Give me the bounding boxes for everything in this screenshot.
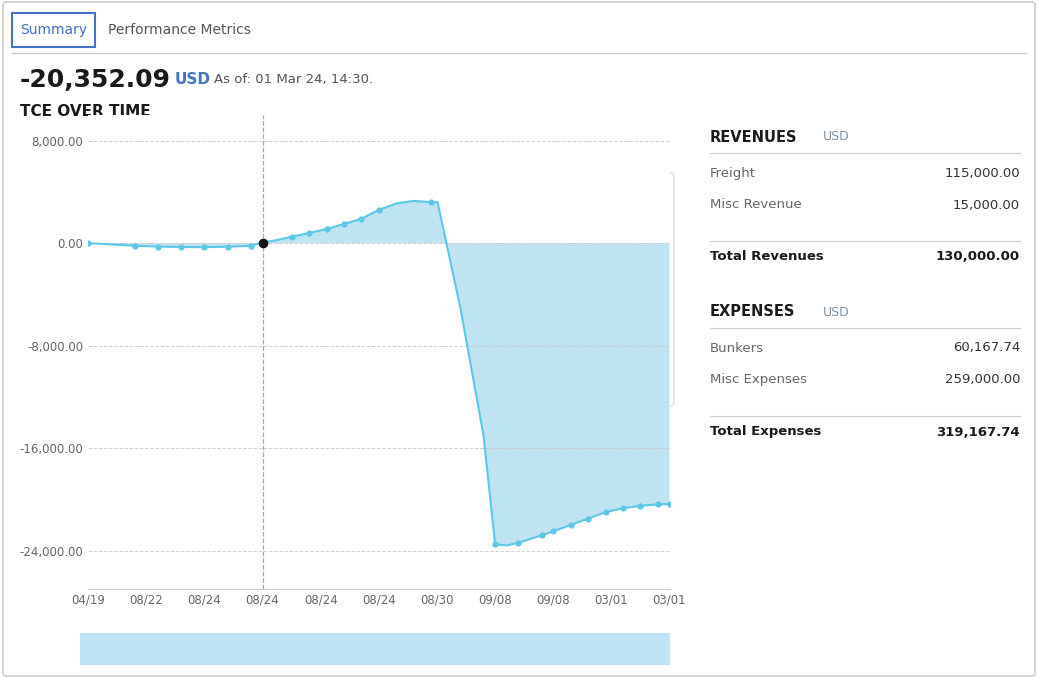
Text: USD: USD — [823, 305, 850, 318]
Text: As of: 24 Aug 23, 11:23.: As of: 24 Aug 23, 11:23. — [313, 380, 455, 393]
Text: USD: USD — [823, 131, 850, 144]
Text: 76,067.98: 76,067.98 — [368, 250, 439, 263]
Text: TCE:: TCE: — [313, 334, 345, 347]
Point — [319, 223, 335, 234]
Text: Performance Metrics: Performance Metrics — [108, 23, 251, 37]
Text: USD: USD — [175, 72, 211, 87]
Text: Total Revenues: Total Revenues — [710, 250, 824, 263]
FancyBboxPatch shape — [3, 2, 1035, 676]
Text: Bunkers: Bunkers — [710, 341, 764, 355]
Point — [580, 513, 597, 524]
FancyBboxPatch shape — [291, 173, 674, 406]
Point — [80, 238, 97, 248]
Point — [301, 227, 318, 238]
Text: 259,000.00: 259,000.00 — [945, 374, 1020, 387]
Text: 125,027.50: 125,027.50 — [412, 209, 492, 221]
Text: Misc Revenue: Misc Revenue — [710, 198, 801, 211]
FancyBboxPatch shape — [12, 13, 95, 47]
Text: Total Expenses: Total Expenses — [710, 426, 821, 439]
Point — [219, 241, 236, 252]
Point — [353, 213, 370, 224]
Point — [127, 240, 143, 251]
Point — [510, 538, 526, 548]
Point — [254, 237, 271, 248]
Point — [283, 232, 300, 242]
Text: Misc Expenses: Misc Expenses — [710, 374, 807, 387]
Text: 115,067.98: 115,067.98 — [412, 292, 491, 305]
Text: -20,352.09: -20,352.09 — [20, 68, 171, 92]
Point — [243, 240, 260, 251]
Point — [614, 503, 631, 514]
Text: +15,000.00: +15,000.00 — [576, 210, 648, 220]
Point — [597, 506, 613, 517]
Bar — [80, 633, 670, 665]
FancyBboxPatch shape — [565, 199, 659, 231]
Point — [487, 539, 503, 550]
Point — [534, 530, 550, 541]
Text: Total Revenues:: Total Revenues: — [313, 209, 416, 221]
FancyBboxPatch shape — [565, 241, 659, 273]
Text: 1,021.17: 1,021.17 — [344, 334, 406, 347]
FancyBboxPatch shape — [565, 283, 659, 315]
Text: Total Expenses:: Total Expenses: — [313, 292, 414, 305]
Point — [632, 500, 649, 511]
Text: Freight: Freight — [710, 167, 756, 179]
Point — [422, 197, 439, 208]
FancyBboxPatch shape — [565, 325, 659, 357]
Text: Summary: Summary — [20, 23, 87, 37]
Text: As of: 01 Mar 24, 14:30.: As of: 01 Mar 24, 14:30. — [214, 74, 373, 87]
Point — [563, 519, 579, 530]
Point — [335, 219, 352, 230]
Text: 15,000.00: 15,000.00 — [953, 198, 1020, 211]
Point — [650, 499, 666, 510]
Text: 319,167.74: 319,167.74 — [936, 426, 1020, 439]
Text: EXPENSES: EXPENSES — [710, 305, 795, 320]
Text: -2,271.69: -2,271.69 — [582, 294, 641, 304]
Text: 115,000.00: 115,000.00 — [945, 167, 1020, 179]
Point — [196, 242, 213, 253]
Text: 130,000.00: 130,000.00 — [936, 250, 1020, 263]
Point — [371, 204, 387, 215]
Point — [173, 242, 190, 253]
Point — [545, 526, 562, 537]
Text: 60,167.74: 60,167.74 — [953, 341, 1020, 355]
Text: +1,770.89: +1,770.89 — [580, 336, 645, 346]
Point — [661, 498, 678, 509]
Text: TCE OVER TIME: TCE OVER TIME — [20, 104, 151, 120]
Text: -2,271.69: -2,271.69 — [582, 252, 641, 262]
Text: REVENUES: REVENUES — [710, 129, 797, 144]
Text: Bunkers:: Bunkers: — [313, 250, 372, 263]
Point — [149, 241, 166, 252]
